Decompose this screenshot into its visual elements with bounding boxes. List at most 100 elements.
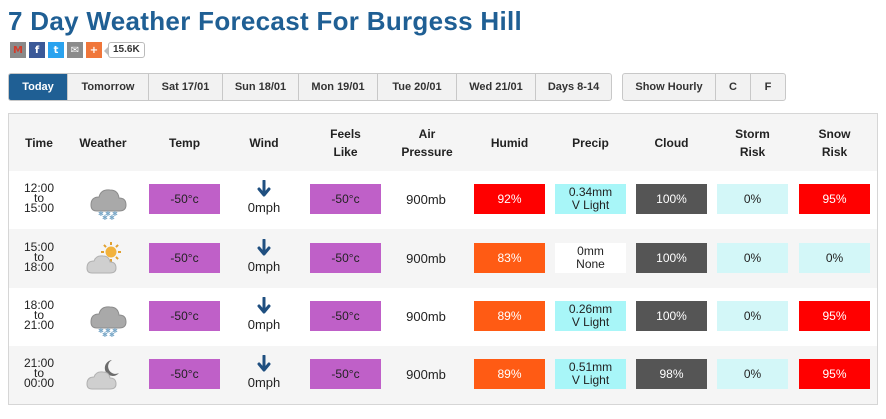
- precip-value: 0.51mm V Light: [555, 359, 626, 389]
- facebook-share-icon[interactable]: f: [29, 42, 45, 58]
- header-weather: Weather: [79, 135, 127, 150]
- svg-text:✱: ✱: [98, 327, 104, 335]
- feels-like-value: -50°c: [310, 359, 381, 389]
- header-storm-line2: Risk: [739, 144, 766, 159]
- precip-value: 0.26mm V Light: [555, 301, 626, 331]
- gmail-share-icon[interactable]: M: [10, 42, 26, 58]
- cloud-value: 100%: [636, 301, 707, 331]
- temp-value: -50°c: [149, 301, 220, 331]
- snow-cloud-icon: ✱ ✱ ✱ ✱ ✱: [81, 179, 127, 222]
- table-row: 15:00 to 18:00 -50°c 0mph -50°c 900mb 83% 0mm Non…: [9, 230, 877, 288]
- header-storm-line1: Storm: [735, 126, 770, 141]
- precip-intensity: V Light: [571, 315, 610, 329]
- storm-risk-value: 0%: [717, 184, 788, 214]
- storm-risk-value: 0%: [717, 359, 788, 389]
- svg-text:✱: ✱: [105, 327, 111, 335]
- tab-tue[interactable]: Tue 20/01: [378, 74, 457, 100]
- humid-value: 83%: [474, 243, 545, 273]
- svg-text:✱: ✱: [102, 331, 108, 338]
- more-share-icon[interactable]: +: [86, 42, 102, 58]
- feels-like-value: -50°c: [310, 243, 381, 273]
- tab-tomorrow[interactable]: Tomorrow: [68, 74, 149, 100]
- header-snow-risk: Snow Risk: [799, 114, 870, 171]
- moon-behind-cloud-icon: [81, 354, 127, 396]
- tab-days-8-14[interactable]: Days 8-14: [547, 81, 600, 93]
- pressure-value: 900mb: [406, 251, 446, 266]
- time-cell: 15:00 to 18:00: [17, 240, 61, 274]
- tab-wed[interactable]: Wed 21/01: [457, 74, 536, 100]
- temp-value: -50°c: [149, 359, 220, 389]
- table-row: 12:00 to 15:00 ✱ ✱ ✱ ✱ ✱ -50°c 0mph -50°c 900mb 92% 0…: [9, 171, 877, 229]
- precip-intensity: V Light: [571, 373, 610, 387]
- wind-direction-arrow-icon: [241, 297, 287, 315]
- snow-risk-value: 0%: [799, 243, 870, 273]
- header-feels-like: Feels Like: [310, 114, 381, 171]
- option-tabs: Show Hourly C F: [622, 73, 786, 101]
- table-header: Time Weather Temp Wind Feels Like Air Pr…: [9, 114, 877, 171]
- email-share-icon[interactable]: ✉: [67, 42, 83, 58]
- show-hourly-button[interactable]: Show Hourly: [623, 74, 716, 100]
- wind-speed: 0mph: [247, 375, 281, 390]
- storm-risk-value: 0%: [717, 243, 788, 273]
- cloud-value: 100%: [636, 243, 707, 273]
- humid-value: 89%: [474, 359, 545, 389]
- time-separator: to: [33, 308, 44, 322]
- snow-risk-value: 95%: [799, 359, 870, 389]
- page-title: 7 Day Weather Forecast For Burgess Hill: [8, 6, 523, 36]
- svg-text:✱: ✱: [112, 327, 118, 335]
- day-tabs: Today Tomorrow Sat 17/01 Sun 18/01 Mon 1…: [8, 73, 612, 101]
- svg-text:✱: ✱: [98, 210, 104, 218]
- share-bar: M f t ✉ + 15.6K: [10, 42, 145, 58]
- time-cell: 21:00 to 00:00: [17, 357, 61, 389]
- header-air-line1: Air: [418, 126, 436, 141]
- tab-sat[interactable]: Sat 17/01: [149, 74, 223, 100]
- header-snow-line1: Snow: [818, 126, 851, 141]
- humid-value: 89%: [474, 301, 545, 331]
- wind-cell: 0mph: [241, 297, 287, 339]
- fahrenheit-button[interactable]: F: [764, 81, 772, 93]
- time-separator: to: [33, 366, 44, 380]
- wind-cell: 0mph: [241, 355, 287, 397]
- temp-value: -50°c: [149, 243, 220, 273]
- snow-cloud-icon: ✱ ✱ ✱ ✱ ✱: [81, 296, 127, 339]
- header-feels-line2: Like: [333, 144, 358, 159]
- time-to: 18:00: [23, 260, 55, 274]
- header-feels-line1: Feels: [330, 126, 361, 141]
- wind-direction-arrow-icon: [241, 355, 287, 373]
- time-to: 15:00: [23, 201, 55, 215]
- tab-today[interactable]: Today: [9, 74, 68, 100]
- wind-direction-arrow-icon: [241, 239, 287, 257]
- svg-text:✱: ✱: [102, 214, 108, 221]
- storm-risk-value: 0%: [717, 301, 788, 331]
- precip-amount: 0.26mm: [568, 302, 613, 316]
- header-temp: Temp: [168, 135, 201, 150]
- header-air-line2: Pressure: [401, 144, 453, 159]
- tab-sun[interactable]: Sun 18/01: [223, 74, 299, 100]
- precip-intensity: V Light: [571, 198, 610, 212]
- svg-text:✱: ✱: [112, 210, 118, 218]
- wind-speed: 0mph: [247, 259, 281, 274]
- table-row: 18:00 to 21:00 ✱ ✱ ✱ ✱ ✱ -50°c 0mph -50°c 900mb 89% 0…: [9, 288, 877, 346]
- header-humid: Humid: [490, 135, 529, 150]
- precip-value: 0mm None: [555, 243, 626, 273]
- feels-like-value: -50°c: [310, 184, 381, 214]
- precip-amount: 0mm: [577, 244, 604, 258]
- precip-value: 0.34mm V Light: [555, 184, 626, 214]
- sun-behind-cloud-icon: [81, 238, 127, 280]
- header-snow-line2: Risk: [821, 144, 848, 159]
- share-count: 15.6K: [104, 42, 145, 58]
- twitter-share-icon[interactable]: t: [48, 42, 64, 58]
- feels-like-value: -50°c: [310, 301, 381, 331]
- pressure-value: 900mb: [406, 367, 446, 382]
- cloud-value: 100%: [636, 184, 707, 214]
- pressure-value: 900mb: [406, 192, 446, 207]
- wind-speed: 0mph: [247, 200, 281, 215]
- time-to: 21:00: [23, 318, 55, 332]
- pressure-value: 900mb: [406, 309, 446, 324]
- time-cell: 12:00 to 15:00: [17, 182, 61, 215]
- tab-mon[interactable]: Mon 19/01: [299, 74, 378, 100]
- wind-cell: 0mph: [241, 180, 287, 222]
- time-separator: to: [33, 250, 44, 264]
- time-from: 15:00: [23, 240, 55, 254]
- celsius-button[interactable]: C: [716, 74, 751, 100]
